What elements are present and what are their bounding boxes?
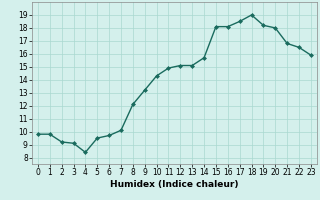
X-axis label: Humidex (Indice chaleur): Humidex (Indice chaleur) xyxy=(110,180,239,189)
